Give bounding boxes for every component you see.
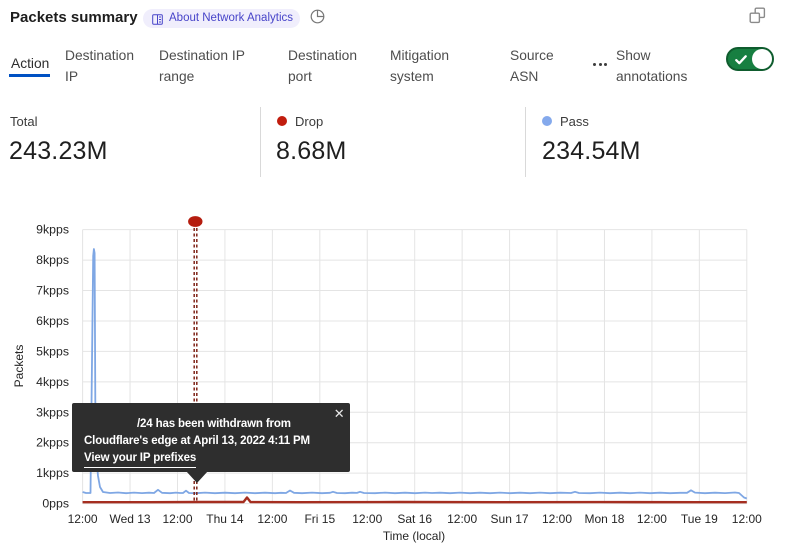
svg-text:Packets: Packets [12, 345, 26, 388]
svg-text:12:00: 12:00 [68, 512, 98, 526]
svg-text:Time (local): Time (local) [383, 529, 445, 543]
svg-text:12:00: 12:00 [352, 512, 382, 526]
svg-text:0pps: 0pps [42, 497, 69, 511]
svg-text:8kpps: 8kpps [36, 253, 69, 267]
svg-text:12:00: 12:00 [732, 512, 762, 526]
svg-text:12:00: 12:00 [637, 512, 667, 526]
svg-text:12:00: 12:00 [162, 512, 192, 526]
svg-text:1kpps: 1kpps [36, 466, 69, 480]
svg-text:4kpps: 4kpps [36, 375, 69, 389]
svg-text:12:00: 12:00 [257, 512, 287, 526]
svg-text:2kpps: 2kpps [36, 436, 69, 450]
svg-text:5kpps: 5kpps [36, 344, 69, 358]
svg-text:Mon 18: Mon 18 [584, 512, 624, 526]
svg-text:Tue 19: Tue 19 [681, 512, 718, 526]
svg-text:9kpps: 9kpps [36, 223, 69, 237]
svg-text:Wed 13: Wed 13 [109, 512, 150, 526]
svg-text:3kpps: 3kpps [36, 405, 69, 419]
svg-text:Sun 17: Sun 17 [491, 512, 529, 526]
svg-text:Sat 16: Sat 16 [397, 512, 432, 526]
svg-text:12:00: 12:00 [447, 512, 477, 526]
svg-text:7kpps: 7kpps [36, 284, 69, 298]
svg-text:6kpps: 6kpps [36, 314, 69, 328]
svg-text:12:00: 12:00 [542, 512, 572, 526]
svg-text:Thu 14: Thu 14 [206, 512, 244, 526]
svg-text:Fri 15: Fri 15 [304, 512, 335, 526]
